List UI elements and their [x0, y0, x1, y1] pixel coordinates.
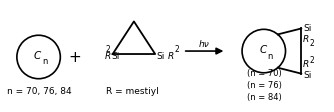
- Text: hν: hν: [199, 39, 210, 48]
- Text: Si: Si: [112, 51, 120, 60]
- Text: 2: 2: [309, 38, 314, 47]
- Text: 2: 2: [309, 56, 314, 65]
- Text: (n = 76): (n = 76): [247, 80, 282, 89]
- Text: C: C: [259, 45, 267, 55]
- Text: n: n: [267, 51, 273, 60]
- Text: +: +: [69, 50, 81, 65]
- Text: R: R: [168, 51, 174, 60]
- Text: R = mestiyl: R = mestiyl: [106, 86, 159, 95]
- Text: C: C: [34, 51, 41, 60]
- Text: 2: 2: [175, 44, 180, 53]
- Text: Si: Si: [303, 70, 312, 79]
- Text: n: n: [42, 57, 47, 66]
- Text: Si: Si: [156, 51, 165, 60]
- Text: R: R: [105, 51, 111, 60]
- Text: 2: 2: [106, 44, 111, 53]
- Text: R: R: [302, 60, 309, 69]
- Text: R: R: [302, 34, 309, 43]
- Text: Si: Si: [303, 24, 312, 33]
- Text: n = 70, 76, 84: n = 70, 76, 84: [7, 86, 71, 95]
- Text: (n = 84): (n = 84): [247, 92, 282, 101]
- Text: (n = 70): (n = 70): [247, 69, 282, 78]
